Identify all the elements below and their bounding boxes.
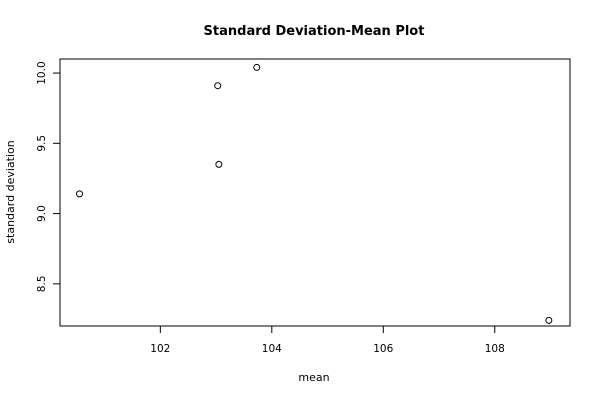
y-tick-label: 9.5 — [36, 135, 48, 152]
data-point-4 — [253, 63, 261, 71]
x-tick-label: 108 — [485, 343, 505, 355]
x-tick-label: 104 — [262, 343, 282, 355]
data-point-1 — [76, 190, 84, 198]
x-tick-label: 106 — [373, 343, 393, 355]
x-tick-label: 102 — [150, 343, 170, 355]
x-axis: 102 104 106 108 — [150, 326, 505, 355]
plot-frame — [59, 58, 571, 327]
y-axis: 8.5 9.0 9.5 10.0 — [36, 61, 60, 292]
chart-title: Standard Deviation-Mean Plot — [204, 24, 425, 39]
y-axis-label: standard deviation — [4, 140, 17, 243]
data-point-5 — [545, 316, 553, 324]
data-point-3 — [215, 160, 223, 168]
y-tick-label: 9.0 — [36, 205, 48, 222]
data-point-2 — [214, 82, 222, 90]
data-points — [76, 63, 553, 324]
y-tick-label: 10.0 — [36, 61, 48, 84]
y-tick-label: 8.5 — [36, 275, 48, 292]
x-axis-label: mean — [298, 371, 329, 384]
